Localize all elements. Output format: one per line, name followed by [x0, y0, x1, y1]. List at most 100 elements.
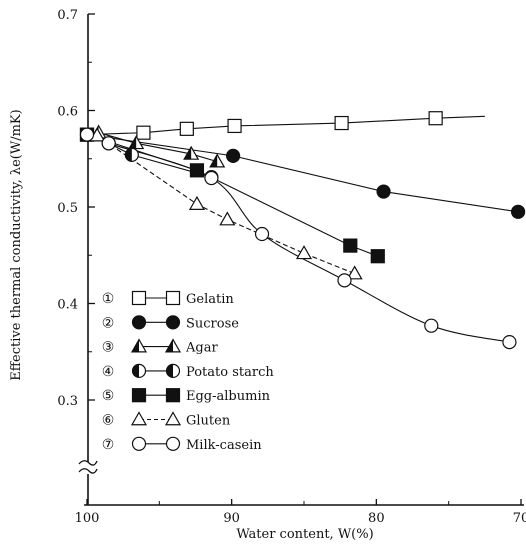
marker-circle — [165, 436, 181, 451]
data-point-s1-2 — [136, 125, 151, 140]
legend-index: ④ — [102, 364, 115, 380]
data-point-s7-5 — [337, 273, 352, 288]
data-point-s2-3 — [376, 184, 391, 199]
legend-index: ① — [102, 291, 115, 307]
legend-marker-left — [130, 411, 148, 426]
data-point-s3-4 — [209, 153, 226, 168]
legend-marker-left — [131, 363, 147, 378]
marker-circle — [502, 335, 517, 350]
legend-label: Gluten — [186, 414, 231, 429]
legend-marker-right — [165, 315, 181, 330]
data-point-s4-3 — [124, 147, 139, 162]
data-point-s3-3 — [183, 145, 200, 160]
series-line-7 — [86, 134, 510, 343]
marker-triangle-fill-half — [184, 146, 192, 160]
marker-triangle-fill-half — [129, 136, 137, 149]
marker-square — [136, 125, 151, 140]
legend-index: ② — [102, 315, 115, 331]
data-point-s6-2 — [188, 195, 205, 210]
data-point-s5-2 — [189, 163, 205, 178]
data-point-s6-5 — [346, 265, 363, 280]
legend-label: Agar — [185, 341, 218, 356]
axis-break-mark-lower — [78, 468, 98, 474]
marker-circle — [204, 170, 219, 186]
x-tick-label-2: 80 — [368, 511, 385, 526]
legend-marker-left — [131, 315, 147, 330]
legend-marker-left — [131, 436, 147, 451]
marker-triangle-fill-half — [210, 154, 218, 167]
legend-item-1: ① Gelatin — [102, 290, 234, 307]
data-point-s1-4 — [227, 118, 242, 134]
marker-circle — [254, 226, 270, 242]
data-point-s7-2 — [101, 136, 116, 151]
legend-marker-left — [131, 290, 147, 306]
marker-triangle-outline — [164, 411, 182, 426]
data-point-s5-3 — [343, 238, 358, 253]
legend-label: Egg-albumin — [186, 389, 271, 404]
marker-circle — [101, 136, 116, 151]
x-tick-label-0: 100 — [75, 511, 100, 526]
axis-break-mark-upper — [78, 460, 98, 466]
legend-label: Potato starch — [186, 365, 274, 380]
x-tick-label-1: 90 — [223, 511, 240, 526]
marker-circle — [131, 436, 147, 451]
data-point-s7-1 — [79, 127, 95, 142]
data-point-s1-6 — [428, 111, 443, 126]
marker-triangle-outline — [219, 211, 236, 226]
marker-triangle-outline — [188, 195, 205, 210]
marker-triangle-outline — [295, 245, 313, 260]
legend-label: Milk-casein — [186, 438, 262, 453]
data-point-s7-6 — [424, 318, 439, 333]
data-point-s1-5 — [334, 115, 349, 131]
series-markers — [79, 111, 526, 350]
data-point-s6-3 — [219, 211, 236, 226]
legend-index: ⑥ — [102, 413, 115, 429]
marker-square — [131, 388, 147, 403]
legend-item-5: ⑤ Egg-albumin — [102, 388, 271, 404]
legend: ① Gelatin ② Sucrose ③ Agar ④ Potato starch ⑤ Egg-… — [102, 290, 274, 453]
legend-label: Sucrose — [186, 316, 239, 331]
series-line-3 — [98, 132, 218, 163]
marker-square — [131, 290, 147, 306]
y-tick-label-1: 0.4 — [57, 298, 78, 313]
data-point-s5-4 — [370, 249, 385, 264]
axes — [78, 14, 524, 506]
y-tick-label-3: 0.6 — [57, 105, 78, 120]
marker-circle — [337, 273, 352, 288]
marker-circle-fill-half — [132, 364, 139, 378]
marker-triangle-fill-half — [132, 339, 139, 352]
marker-triangle-outline — [346, 265, 363, 280]
marker-triangle-fill-half — [166, 339, 173, 352]
data-point-s7-3 — [204, 170, 219, 186]
series-line-5 — [86, 134, 378, 257]
marker-square — [428, 111, 443, 126]
data-point-s2-2 — [226, 148, 241, 163]
marker-triangle-outline — [130, 411, 148, 426]
legend-item-2: ② Sucrose — [102, 315, 239, 331]
x-axis-title: Water content, W(%) — [236, 527, 373, 542]
marker-square — [165, 290, 181, 306]
legend-item-7: ⑦ Milk-casein — [102, 436, 262, 453]
marker-circle — [165, 315, 181, 330]
marker-circle — [511, 204, 526, 219]
legend-marker-left — [131, 388, 147, 403]
legend-index: ③ — [102, 340, 115, 356]
x-tick-label-3: 70 — [513, 511, 526, 526]
marker-square — [179, 121, 194, 136]
data-point-s7-4 — [254, 226, 270, 242]
marker-square — [370, 249, 385, 264]
marker-circle-fill-half — [125, 148, 132, 162]
marker-circle — [424, 318, 439, 333]
marker-circle — [131, 315, 147, 330]
marker-circle — [226, 148, 241, 163]
legend-marker-right — [164, 411, 182, 426]
data-point-s7-7 — [502, 335, 517, 350]
marker-square — [189, 163, 205, 178]
legend-marker-right — [165, 363, 181, 378]
legend-marker-right — [165, 290, 181, 306]
legend-item-3: ③ Agar — [102, 338, 218, 356]
marker-circle — [376, 184, 391, 199]
legend-item-6: ⑥ Gluten — [102, 411, 231, 429]
marker-circle-fill-half — [166, 364, 173, 378]
